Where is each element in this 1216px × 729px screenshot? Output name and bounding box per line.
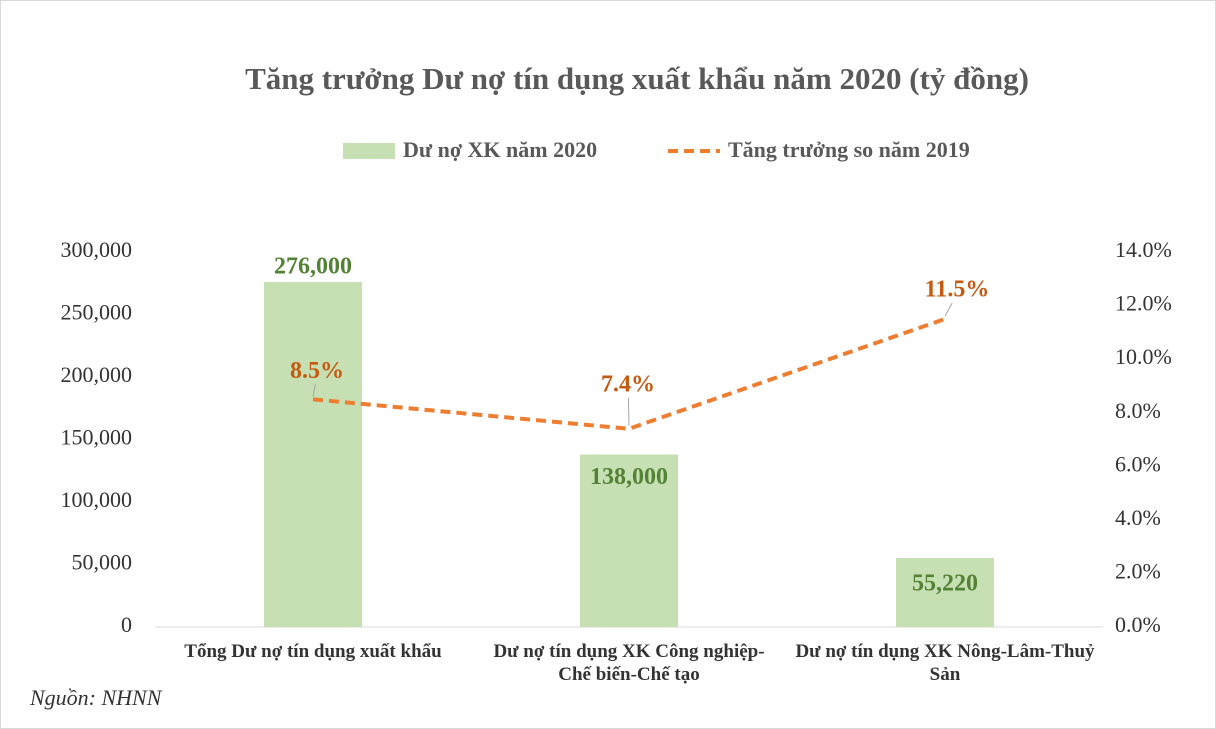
y-tick-label: 50,000 (72, 550, 133, 575)
bar-value-label: 276,000 (274, 254, 352, 280)
x-tick-label: Dư nợ tín dụng XK Công nghiệp-Chế biến-C… (493, 641, 765, 685)
line-value-label: 8.5% (290, 358, 344, 384)
y-tick-label: 0 (121, 612, 132, 637)
bar-value-label: 55,220 (912, 570, 978, 596)
y-tick-label: 250,000 (61, 300, 133, 325)
legend-label: Tăng trưởng so năm 2019 (728, 137, 970, 162)
y2-tick-label: 12.0% (1115, 291, 1172, 316)
y-tick-label: 150,000 (61, 425, 133, 450)
line-value-label: 11.5% (925, 276, 990, 302)
leader-line (627, 397, 630, 426)
leader-line (944, 302, 953, 317)
x-tick-label: Tổng Dư nợ tín dụng xuất khẩu (184, 641, 442, 662)
legend-swatch (343, 143, 395, 159)
y-tick-label: 200,000 (61, 362, 133, 387)
y2-tick-label: 10.0% (1115, 344, 1172, 369)
line-value-label: 7.4% (601, 371, 655, 397)
y2-tick-label: 4.0% (1115, 505, 1161, 530)
bar (264, 282, 362, 627)
source-note: Nguồn: NHNN (29, 685, 163, 710)
bar (896, 557, 994, 627)
chart-title: Tăng trưởng Dư nợ tín dụng xuất khẩu năm… (245, 61, 1029, 96)
y2-tick-label: 14.0% (1115, 237, 1172, 262)
y2-tick-label: 0.0% (1115, 612, 1161, 637)
bar-value-label: 138,000 (590, 464, 668, 490)
y2-tick-label: 8.0% (1115, 398, 1161, 423)
y2-tick-label: 2.0% (1115, 558, 1161, 583)
x-tick-label: Dư nợ tín dụng XK Nông-Lâm-Thuỷ Sản (795, 641, 1095, 685)
leader-line (312, 384, 316, 397)
y-tick-label: 300,000 (61, 237, 133, 262)
y2-tick-label: 6.0% (1115, 451, 1161, 476)
bar (580, 454, 678, 627)
legend-label: Dư nợ XK năm 2020 (403, 137, 597, 162)
line-series (312, 317, 946, 431)
y-tick-label: 100,000 (61, 487, 133, 512)
